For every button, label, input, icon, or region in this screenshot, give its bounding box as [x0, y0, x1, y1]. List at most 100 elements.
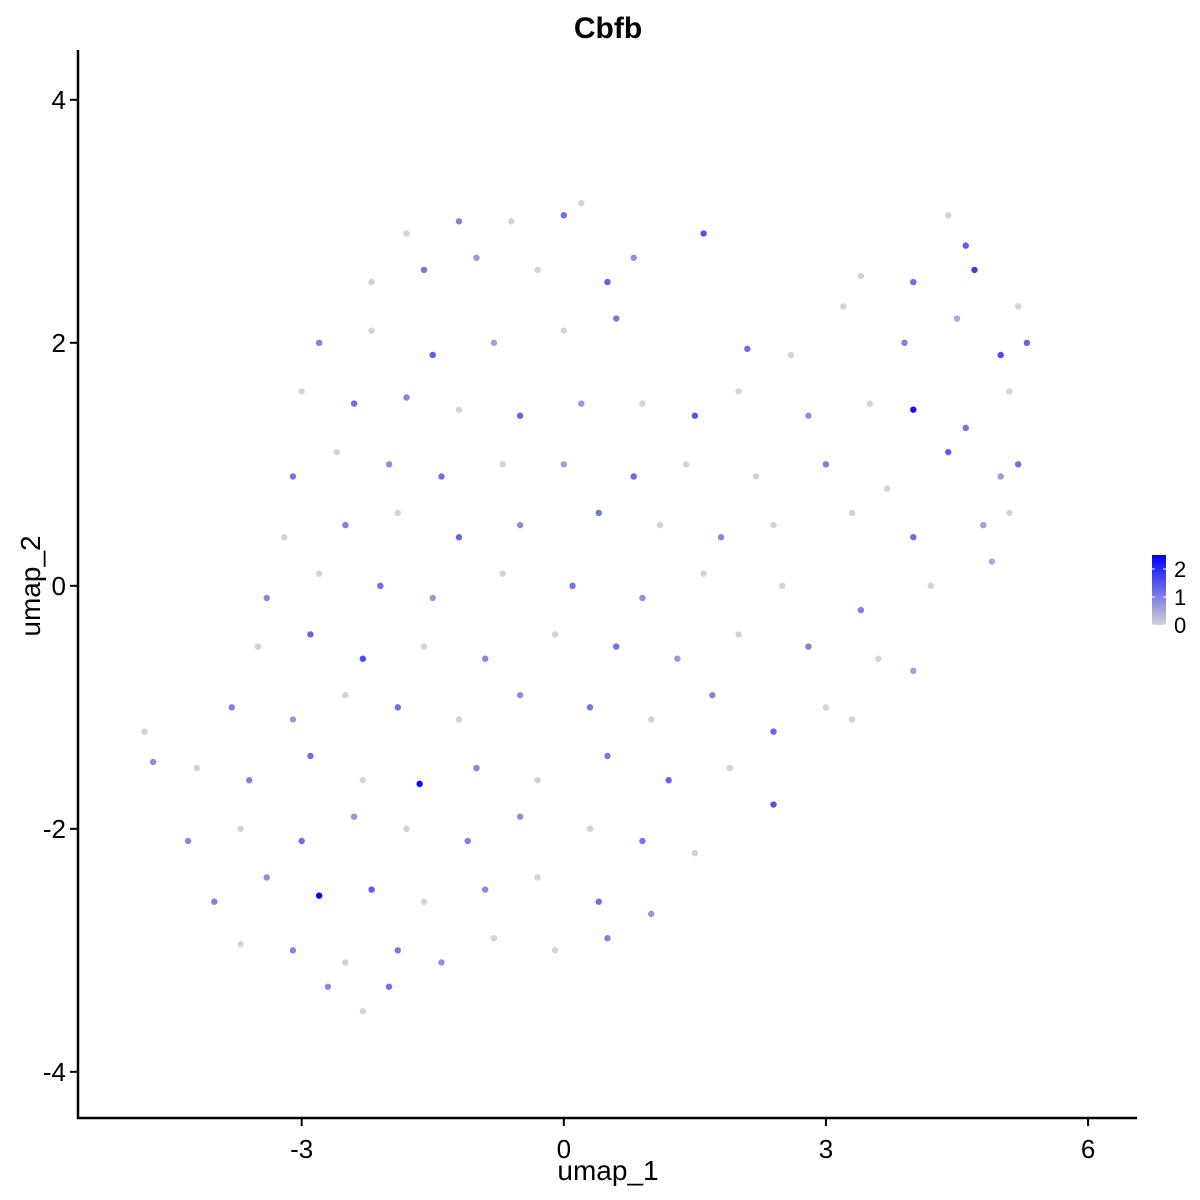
- point: [945, 448, 952, 456]
- point: [1014, 461, 1022, 468]
- point: [901, 339, 908, 347]
- point: [420, 266, 428, 274]
- point: [752, 473, 760, 480]
- point: [508, 218, 515, 225]
- point: [639, 837, 646, 845]
- point: [394, 509, 401, 517]
- point: [997, 351, 1004, 359]
- point: [910, 667, 917, 675]
- point: [473, 764, 480, 772]
- point: [560, 212, 568, 219]
- point: [403, 230, 410, 237]
- point: [744, 345, 751, 353]
- point: [988, 558, 996, 565]
- point: [315, 892, 323, 899]
- point: [403, 394, 410, 401]
- point: [499, 570, 506, 577]
- point: [866, 400, 873, 407]
- point: [499, 461, 506, 468]
- y-tick-label: 2: [52, 328, 66, 358]
- point: [237, 825, 244, 833]
- point: [394, 704, 401, 711]
- point: [613, 643, 620, 650]
- point: [315, 339, 323, 347]
- point: [333, 448, 340, 456]
- point: [307, 752, 314, 760]
- point: [385, 983, 393, 990]
- point: [910, 406, 917, 413]
- point: [315, 570, 323, 577]
- point: [560, 461, 568, 468]
- x-tick-label: 3: [819, 1134, 833, 1164]
- point: [980, 521, 987, 529]
- point: [726, 764, 734, 772]
- point: [298, 837, 305, 845]
- point: [516, 521, 524, 529]
- point: [691, 849, 699, 857]
- point: [883, 485, 891, 492]
- point: [953, 315, 961, 322]
- point: [141, 728, 148, 735]
- point: [674, 655, 681, 662]
- point: [377, 582, 384, 590]
- colorbar-tick-label: 0: [1174, 613, 1186, 638]
- point: [875, 655, 882, 662]
- point: [962, 424, 969, 432]
- point: [420, 643, 428, 650]
- point: [359, 655, 367, 662]
- point: [368, 327, 375, 334]
- point: [700, 230, 707, 237]
- point: [534, 777, 541, 784]
- point: [149, 758, 157, 766]
- point: [211, 898, 218, 905]
- point: [551, 631, 559, 638]
- point: [604, 278, 611, 286]
- point: [289, 947, 297, 954]
- point: [997, 473, 1004, 480]
- point: [350, 400, 358, 407]
- point: [962, 242, 969, 249]
- point: [342, 521, 349, 529]
- point: [534, 874, 541, 881]
- point: [691, 412, 699, 419]
- point: [848, 716, 856, 723]
- point: [359, 1007, 367, 1015]
- point: [779, 582, 786, 590]
- point: [945, 212, 952, 219]
- colorbar-tick-label: 2: [1174, 557, 1186, 582]
- point: [228, 704, 235, 711]
- point: [481, 886, 489, 893]
- point: [394, 947, 401, 954]
- y-tick-label: 4: [52, 85, 66, 115]
- point: [1014, 303, 1022, 310]
- point: [481, 655, 489, 662]
- point: [822, 704, 830, 711]
- x-tick-label: 0: [557, 1134, 571, 1164]
- point: [1023, 339, 1031, 347]
- point: [848, 509, 856, 517]
- point: [971, 266, 978, 274]
- point: [910, 534, 917, 541]
- point: [368, 886, 375, 893]
- point: [770, 728, 777, 735]
- point: [473, 254, 480, 261]
- point: [429, 351, 436, 359]
- point: [586, 704, 594, 711]
- point: [246, 777, 253, 784]
- point: [516, 412, 524, 419]
- point: [787, 351, 795, 359]
- point: [516, 813, 524, 820]
- point: [595, 509, 602, 517]
- point: [534, 266, 541, 274]
- point: [455, 534, 463, 541]
- point: [438, 473, 445, 480]
- point: [700, 570, 707, 577]
- point: [368, 278, 375, 286]
- point: [665, 777, 672, 784]
- x-tick-label: 6: [1081, 1134, 1095, 1164]
- point: [420, 898, 428, 905]
- point: [639, 594, 646, 602]
- point: [735, 631, 742, 638]
